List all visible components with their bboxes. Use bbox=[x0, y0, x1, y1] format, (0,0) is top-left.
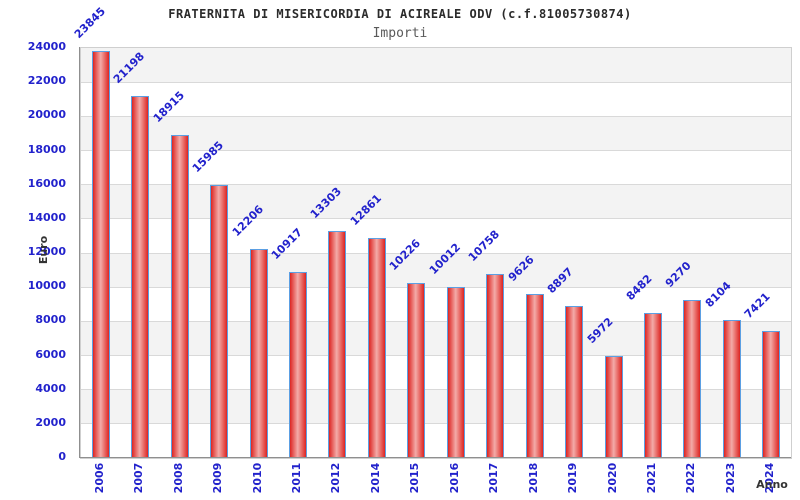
x-tick-label: 2022 bbox=[684, 462, 698, 494]
y-tick-label: 16000 bbox=[27, 176, 66, 190]
chart-title: FRATERNITA DI MISERICORDIA DI ACIREALE O… bbox=[168, 7, 632, 21]
bar-2016 bbox=[446, 286, 465, 458]
x-axis-line bbox=[79, 457, 791, 458]
bar-2007 bbox=[131, 95, 150, 458]
bar-2022 bbox=[683, 299, 702, 458]
gridline bbox=[81, 286, 791, 288]
bar-2008 bbox=[170, 134, 189, 458]
y-tick-label: 6000 bbox=[35, 347, 66, 361]
y-tick-label: 8000 bbox=[35, 313, 66, 327]
gridline bbox=[81, 423, 791, 425]
bar-2012 bbox=[328, 230, 347, 458]
x-tick-label: 2012 bbox=[329, 462, 343, 494]
x-tick-label: 2010 bbox=[250, 462, 264, 494]
x-tick-label: 2019 bbox=[566, 462, 580, 494]
bar-2009 bbox=[210, 184, 229, 458]
y-tick-label: 10000 bbox=[27, 279, 66, 293]
y-tick-label: 20000 bbox=[27, 108, 66, 122]
gridline bbox=[81, 115, 791, 117]
y-tick-label: 2000 bbox=[35, 415, 66, 429]
x-tick-label: 2021 bbox=[644, 462, 658, 494]
gridline bbox=[81, 81, 791, 83]
x-tick-label: 2020 bbox=[605, 462, 619, 494]
bar-2023 bbox=[722, 319, 741, 458]
bar-2020 bbox=[604, 355, 623, 458]
y-tick-label: 0 bbox=[58, 450, 66, 463]
y-tick-label: 12000 bbox=[27, 245, 66, 258]
plot-area bbox=[80, 47, 792, 459]
bar-2017 bbox=[486, 274, 505, 458]
bar-2024 bbox=[762, 331, 781, 458]
x-tick-label: 2023 bbox=[723, 462, 737, 494]
x-tick-label: 2016 bbox=[447, 462, 461, 494]
gridline bbox=[81, 355, 791, 356]
x-tick-label: 2008 bbox=[171, 462, 185, 494]
x-tick-label: 2009 bbox=[211, 462, 225, 494]
bar-2010 bbox=[249, 249, 268, 458]
gridline bbox=[81, 184, 791, 186]
gridline bbox=[81, 218, 791, 220]
y-tick-label: 24000 bbox=[27, 40, 66, 53]
y-tick-label: 14000 bbox=[27, 210, 66, 224]
x-tick-label: 2011 bbox=[289, 462, 303, 494]
bar-2011 bbox=[288, 271, 307, 458]
x-tick-label: 2014 bbox=[368, 462, 382, 494]
gridline bbox=[81, 389, 791, 391]
y-axis-title: Euro bbox=[37, 235, 50, 265]
bar-2006 bbox=[91, 50, 110, 458]
gridline bbox=[81, 320, 791, 322]
chart-subtitle: Importi bbox=[372, 26, 428, 41]
x-tick-label: 2015 bbox=[408, 462, 422, 494]
bar-2015 bbox=[407, 283, 426, 458]
bar-2021 bbox=[643, 313, 662, 458]
x-tick-label: 2018 bbox=[526, 462, 540, 494]
gridline bbox=[81, 252, 791, 254]
x-tick-label: 2006 bbox=[92, 462, 106, 494]
x-tick-label: 2007 bbox=[132, 462, 146, 494]
gridline bbox=[81, 150, 791, 151]
bar-2014 bbox=[367, 238, 386, 458]
y-axis-line bbox=[79, 47, 80, 458]
bar-2019 bbox=[565, 306, 584, 458]
y-tick-label: 4000 bbox=[35, 381, 66, 395]
x-axis-title: Anno bbox=[756, 478, 788, 491]
y-tick-label: 18000 bbox=[27, 142, 66, 156]
x-tick-label: 2017 bbox=[487, 462, 501, 494]
y-tick-label: 22000 bbox=[27, 74, 66, 88]
bar-2018 bbox=[525, 293, 544, 458]
